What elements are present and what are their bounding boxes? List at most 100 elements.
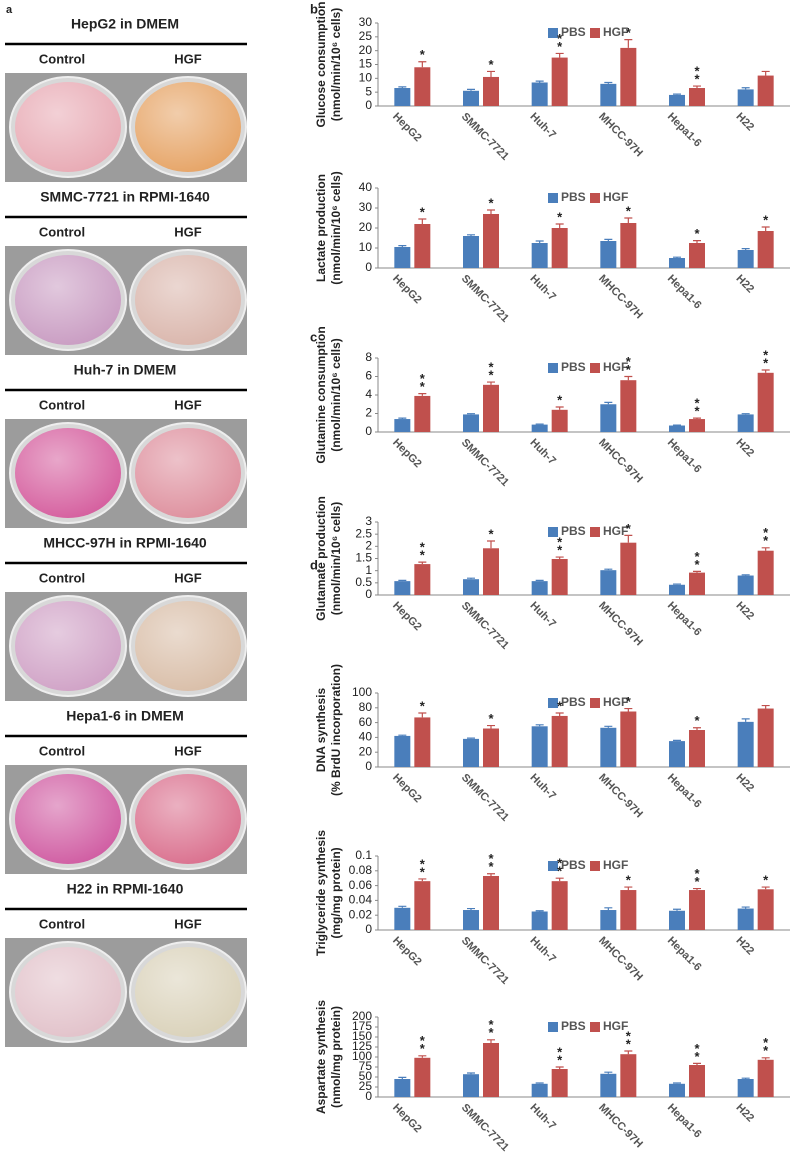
- dish-shine: [15, 774, 121, 864]
- significance-mark: *: [626, 694, 632, 709]
- error-bar: [487, 381, 495, 385]
- error-bar: [761, 70, 770, 76]
- bar: [394, 735, 411, 767]
- legend-label: PBS: [561, 695, 586, 709]
- y-tick-label: 0.04: [349, 893, 373, 907]
- y-axis-label: (nmol/min/10⁶ cells): [329, 8, 343, 122]
- significance-mark: *: [420, 204, 426, 219]
- x-tick-label: SMMC-7721: [459, 111, 511, 163]
- y-axis-label: Aspartate synthesis: [314, 1000, 328, 1114]
- bar: [551, 1069, 568, 1097]
- bar: [414, 564, 431, 595]
- error-bar: [555, 223, 564, 228]
- legend-swatch: [548, 28, 558, 38]
- bar: [483, 214, 499, 268]
- significance-mark: *: [626, 521, 632, 536]
- bar: [531, 911, 548, 930]
- y-tick-label: 60: [359, 715, 373, 729]
- dish-shine: [135, 82, 241, 172]
- y-tick-label: 5: [365, 84, 372, 98]
- x-tick-label: Hepa1-6: [665, 1102, 704, 1141]
- error-bar: [418, 218, 427, 224]
- x-tick-label: H22: [733, 772, 756, 795]
- significance-mark: *: [488, 359, 494, 374]
- y-tick-label: 25: [359, 29, 373, 43]
- y-axis-label: (nmol/min/10⁶ cells): [329, 502, 343, 616]
- error-bar: [693, 417, 701, 420]
- error-bar: [487, 873, 495, 876]
- y-tick-label: 40: [359, 180, 373, 194]
- error-bar: [555, 1066, 564, 1069]
- y-tick-label: 1: [365, 563, 372, 577]
- y-axis-label: DNA synthesis: [314, 688, 328, 773]
- column-label: Control: [39, 397, 85, 412]
- y-tick-label: 0.08: [349, 863, 373, 877]
- legend-swatch: [590, 698, 600, 708]
- dish-shine: [15, 82, 121, 172]
- y-tick-label: 2: [365, 406, 372, 420]
- legend-label: PBS: [561, 360, 586, 374]
- y-tick-label: 0: [365, 1089, 372, 1103]
- error-bar: [673, 93, 681, 95]
- legend-label: PBS: [561, 858, 586, 872]
- legend-label: HGF: [603, 524, 628, 538]
- column-label: Control: [39, 570, 85, 585]
- significance-mark: *: [557, 534, 563, 549]
- significance-mark: *: [557, 1052, 563, 1067]
- error-bar: [418, 393, 427, 396]
- legend-label: HGF: [603, 858, 628, 872]
- error-bar: [693, 727, 701, 730]
- significance-mark: *: [420, 1033, 426, 1048]
- column-label: Control: [39, 916, 85, 931]
- y-tick-label: 0: [365, 922, 372, 936]
- legend-swatch: [548, 1022, 558, 1032]
- error-bar: [535, 80, 544, 83]
- bar: [600, 910, 617, 930]
- bar: [414, 224, 431, 268]
- bar: [394, 907, 411, 930]
- y-tick-label: 175: [352, 1019, 372, 1033]
- bar: [669, 741, 685, 767]
- significance-mark: *: [557, 856, 563, 871]
- significance-mark: *: [626, 1036, 632, 1051]
- x-tick-label: HepG2: [390, 600, 424, 634]
- y-tick-label: 75: [359, 1059, 373, 1073]
- dish-shine: [135, 947, 241, 1037]
- error-bar: [624, 534, 633, 543]
- error-bar: [673, 1082, 681, 1084]
- significance-mark: *: [694, 1049, 700, 1064]
- error-bar: [398, 1076, 407, 1079]
- y-tick-label: 15: [359, 57, 373, 71]
- x-tick-label: SMMC-7721: [459, 437, 511, 489]
- significance-mark: *: [626, 25, 632, 40]
- x-tick-label: Hepa1-6: [665, 772, 704, 811]
- column-label: HGF: [174, 743, 202, 758]
- error-bar: [555, 556, 564, 559]
- legend-label: HGF: [603, 190, 628, 204]
- error-bar: [673, 739, 681, 742]
- bar: [463, 236, 479, 268]
- significance-mark: *: [557, 864, 563, 879]
- x-tick-label: SMMC-7721: [459, 935, 511, 987]
- bar: [483, 548, 499, 595]
- error-bar: [741, 87, 750, 90]
- y-tick-label: 2: [365, 539, 372, 553]
- bar: [600, 1073, 617, 1097]
- y-axis-label: (mg/mg protein): [329, 847, 343, 938]
- legend-swatch: [548, 193, 558, 203]
- bar: [600, 404, 617, 432]
- bar: [531, 581, 548, 595]
- bar: [414, 717, 431, 767]
- x-tick-label: SMMC-7721: [459, 600, 511, 652]
- x-tick-label: Hepa1-6: [665, 437, 704, 476]
- significance-mark: *: [557, 542, 563, 557]
- error-bar: [673, 908, 681, 911]
- bar: [414, 1057, 431, 1097]
- significance-mark: *: [694, 713, 700, 728]
- significance-mark: *: [626, 873, 632, 888]
- error-bar: [741, 574, 750, 576]
- significance-mark: *: [763, 873, 769, 888]
- dish-shine: [15, 428, 121, 518]
- column-label: HGF: [174, 916, 202, 931]
- significance-mark: *: [488, 851, 494, 866]
